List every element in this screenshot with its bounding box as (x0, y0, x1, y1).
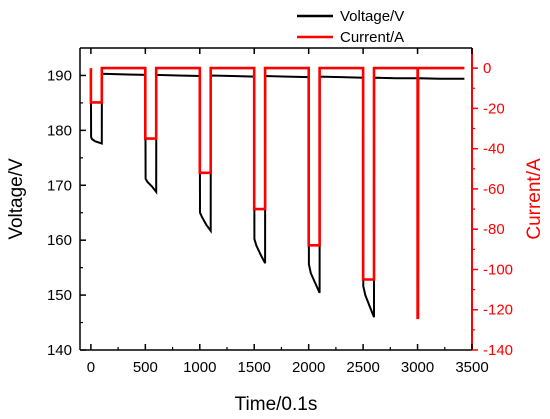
series-line-voltage (89, 69, 465, 319)
y-right-tick-label: -100 (483, 261, 513, 278)
y-right-tick-label: -140 (483, 342, 513, 359)
legend-label-current: Current/A (340, 29, 404, 46)
y-right-tick-label: -20 (483, 100, 505, 117)
y-left-tick-label: 150 (47, 287, 72, 304)
y-right-tick-label: -80 (483, 221, 505, 238)
y-axis-right-title: Current/A (524, 158, 545, 240)
legend-label-voltage: Voltage/V (340, 8, 404, 25)
y-left-tick-label: 180 (47, 122, 72, 139)
y-left-tick-label: 190 (47, 67, 72, 84)
x-tick-label: 1000 (183, 359, 216, 376)
x-tick-label: 3500 (455, 359, 488, 376)
x-tick-label: 2000 (292, 359, 325, 376)
x-tick-label: 2500 (346, 359, 379, 376)
y-right-tick-label: -60 (483, 181, 505, 198)
x-tick-label: 1500 (238, 359, 271, 376)
x-tick-label: 0 (87, 359, 95, 376)
x-tick-label: 3000 (401, 359, 434, 376)
y-left-tick-label: 140 (47, 342, 72, 359)
y-right-tick-label: -120 (483, 302, 513, 319)
series-line-current (89, 66, 465, 320)
legend: Voltage/V Current/A (297, 8, 404, 46)
y-right-tick-label: 0 (483, 60, 491, 77)
x-tick-label: 500 (133, 359, 158, 376)
y-left-tick-label: 170 (47, 177, 72, 194)
y-left-tick-label: 160 (47, 232, 72, 249)
axes: 0 500 1000 1500 2000 2500 3000 3500 140 150 160 170… (6, 47, 545, 415)
plot-area (89, 66, 465, 320)
y-axis-left-title: Voltage/V (6, 158, 27, 240)
x-axis-title: Time/0.1s (235, 394, 318, 415)
y-right-tick-label: -40 (483, 141, 505, 158)
